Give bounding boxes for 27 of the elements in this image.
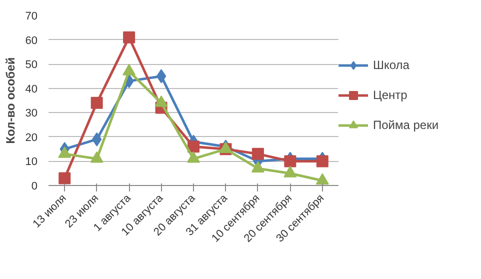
- legend-label: Пойма реки: [373, 118, 439, 132]
- point: [284, 166, 297, 178]
- y-tick-label: 40: [25, 83, 38, 96]
- y-tick-label: 0: [31, 180, 38, 192]
- legend-label: Центр: [373, 88, 408, 102]
- y-axis-title: Кол-во особей: [3, 57, 18, 144]
- point: [90, 96, 103, 109]
- legend-label: Школа: [373, 58, 410, 72]
- point: [123, 31, 136, 44]
- y-tick-label: 10: [25, 156, 38, 168]
- point: [58, 146, 72, 158]
- point: [154, 96, 168, 107]
- y-tick-label: 20: [25, 132, 38, 144]
- point: [252, 148, 264, 160]
- point: [188, 140, 200, 153]
- y-tick-label: 70: [25, 10, 38, 22]
- point: [156, 69, 166, 84]
- point: [284, 155, 296, 168]
- y-tick-label: 60: [25, 34, 38, 47]
- point: [187, 151, 200, 163]
- y-tick-label: 30: [25, 108, 38, 120]
- point: [90, 151, 104, 163]
- point: [316, 173, 329, 185]
- point: [251, 161, 264, 172]
- point: [58, 172, 71, 184]
- point: [316, 155, 328, 168]
- y-tick-label: 50: [25, 59, 38, 72]
